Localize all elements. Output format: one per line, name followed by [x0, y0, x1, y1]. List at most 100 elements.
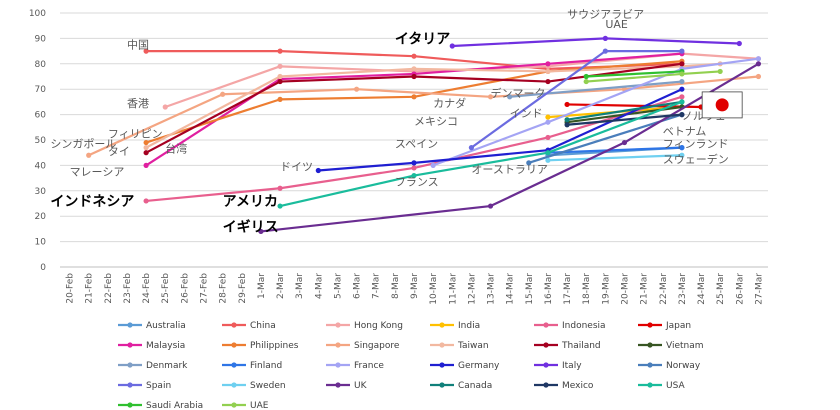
x-tick-label: 29-Feb: [238, 273, 248, 304]
annotation-label: インド: [510, 107, 543, 120]
legend-label: Germany: [458, 361, 500, 371]
y-tick-label: 100: [29, 9, 46, 19]
data-point: [487, 94, 494, 100]
x-tick-label: 24-Mar: [697, 273, 707, 305]
y-tick-label: 70: [35, 85, 47, 95]
x-tick-label: 3-Mar: [295, 273, 305, 299]
legend-label: Mexico: [562, 381, 594, 391]
legend-marker: [543, 382, 549, 388]
series-line: [279, 100, 683, 208]
legend-label: USA: [666, 381, 685, 391]
data-point: [162, 104, 168, 110]
annotation-label: ドイツ: [280, 160, 313, 173]
legend-marker: [231, 322, 237, 328]
data-point: [277, 96, 283, 102]
data-point: [277, 48, 283, 54]
legend-label: China: [250, 321, 276, 331]
x-tick-label: 24-Feb: [142, 273, 152, 304]
x-tick-label: 7-Mar: [372, 273, 382, 299]
legend-marker: [647, 362, 653, 368]
data-point: [679, 78, 685, 85]
data-point: [621, 139, 628, 146]
data-point: [545, 114, 551, 120]
legend-marker: [647, 322, 653, 328]
annotation-label: 台湾: [165, 142, 187, 156]
data-point: [143, 48, 149, 54]
series-line: [547, 154, 682, 162]
x-tick-label: 22-Mar: [659, 273, 669, 305]
data-point: [679, 112, 685, 118]
series-line: [88, 75, 759, 157]
annotation-label: メキシコ: [414, 115, 458, 128]
legend-label: UK: [354, 381, 368, 391]
x-tick-label: 21-Mar: [640, 273, 650, 305]
data-point: [468, 145, 475, 151]
x-tick-label: 22-Feb: [104, 273, 114, 304]
annotation-label: カナダ: [433, 96, 466, 110]
data-point: [277, 73, 283, 80]
data-point: [545, 61, 551, 67]
legend-marker: [231, 402, 237, 408]
x-tick-label: 8-Mar: [391, 273, 401, 299]
x-tick-label: 4-Mar: [314, 273, 324, 299]
data-point: [411, 172, 417, 179]
series-line: [566, 100, 683, 121]
legend-label: Australia: [146, 321, 186, 331]
annotation-label: スウェーデン: [663, 152, 729, 166]
data-point: [411, 165, 417, 171]
legend-marker: [127, 362, 133, 368]
annotation-label: イギリス: [223, 218, 279, 235]
y-tick-label: 60: [35, 111, 47, 121]
x-tick-label: 28-Feb: [219, 273, 229, 304]
legend-marker: [335, 362, 341, 368]
data-point: [411, 94, 417, 100]
legend-marker: [439, 342, 445, 348]
y-tick-label: 80: [35, 60, 47, 70]
x-tick-label: 27-Mar: [754, 273, 764, 305]
data-point: [411, 66, 417, 72]
y-tick-label: 10: [35, 238, 47, 248]
legend-label: Italy: [562, 361, 582, 371]
legend-label: Vietnam: [666, 341, 704, 351]
data-point: [315, 167, 321, 174]
series-line: [432, 57, 759, 167]
x-tick-label: 25-Mar: [716, 273, 726, 305]
y-tick-label: 90: [35, 34, 47, 44]
legend-marker: [335, 382, 341, 388]
x-tick-label: 10-Mar: [429, 273, 439, 305]
series-line: [452, 37, 740, 48]
x-tick-label: 18-Mar: [582, 273, 592, 305]
data-point: [679, 71, 685, 77]
data-point: [487, 203, 494, 209]
annotation-label: インドネシア: [50, 194, 134, 210]
y-tick-label: 0: [40, 263, 46, 273]
legend-marker: [543, 322, 549, 328]
legend-label: Norway: [666, 361, 701, 371]
data-point: [602, 48, 608, 54]
annotation-label: オーストラリア: [471, 163, 547, 176]
x-tick-label: 26-Mar: [735, 273, 745, 305]
series-line: [509, 80, 682, 98]
legend-marker: [439, 382, 445, 388]
data-point: [755, 73, 762, 80]
legend-marker: [647, 342, 653, 348]
data-point: [545, 157, 551, 163]
data-point: [717, 68, 723, 75]
x-tick-label: 20-Feb: [66, 273, 76, 304]
legend-marker: [127, 342, 133, 348]
data-point: [430, 162, 436, 168]
legend-label: Indonesia: [562, 321, 606, 331]
x-tick-label: 20-Mar: [620, 273, 630, 305]
data-point: [411, 53, 417, 59]
x-tick-label: 11-Mar: [448, 273, 458, 305]
legend-marker: [127, 382, 133, 388]
legend-label: Spain: [146, 381, 171, 391]
data-point: [277, 185, 283, 191]
legend-label: Malaysia: [146, 341, 185, 351]
legend-label: Saudi Arabia: [146, 401, 203, 410]
x-tick-label: 13-Mar: [487, 273, 497, 305]
y-tick-label: 20: [35, 212, 47, 222]
series-line: [145, 62, 721, 149]
